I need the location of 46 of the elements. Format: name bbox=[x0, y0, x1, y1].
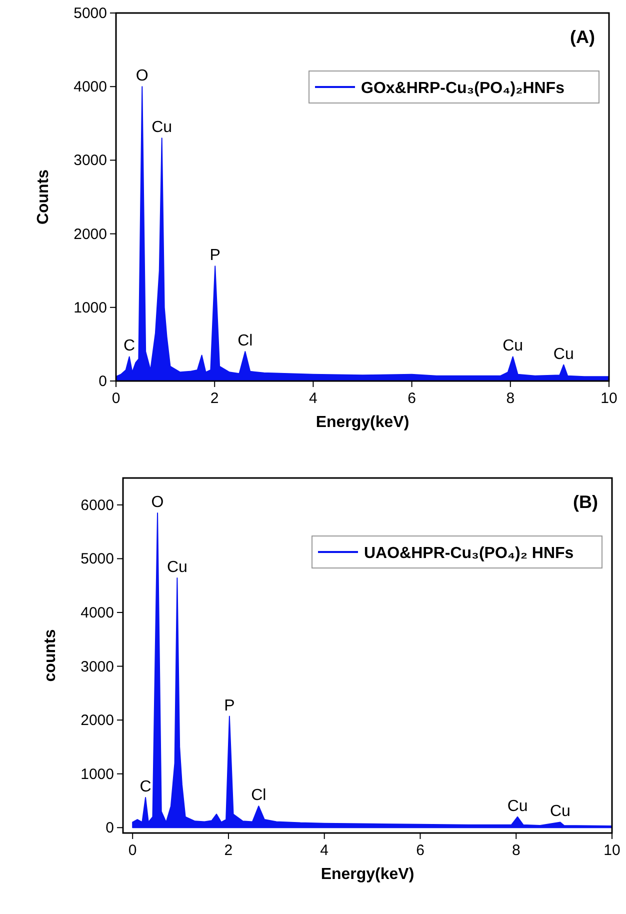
x-tick-label: 10 bbox=[604, 842, 620, 859]
x-tick-label: 10 bbox=[600, 390, 618, 407]
y-tick-label: 4000 bbox=[80, 604, 114, 622]
annotation: O bbox=[151, 494, 164, 511]
x-tick-label: 4 bbox=[309, 390, 318, 407]
y-tick-label: 1000 bbox=[80, 766, 114, 783]
y-tick-label: 3000 bbox=[74, 152, 107, 170]
annotation: P bbox=[224, 697, 235, 714]
x-tick-label: 4 bbox=[320, 842, 329, 859]
annotation: Cu bbox=[507, 798, 528, 815]
y-tick-label: 6000 bbox=[80, 496, 114, 514]
legend-label: GOx&HRP-Cu₃(PO₄)₂HNFs bbox=[361, 80, 565, 97]
annotation: C bbox=[140, 778, 152, 796]
x-tick-label: 6 bbox=[416, 842, 424, 859]
y-tick-label: 4000 bbox=[74, 78, 107, 96]
annotation: Cl bbox=[251, 787, 266, 804]
y-axis-title: counts bbox=[42, 629, 59, 682]
annotation: Cl bbox=[238, 332, 253, 350]
x-tick-label: 6 bbox=[408, 390, 416, 407]
annotation: O bbox=[136, 68, 148, 85]
x-tick-label: 2 bbox=[224, 842, 233, 859]
annotation: C bbox=[124, 338, 136, 355]
y-tick-label: 3000 bbox=[80, 658, 114, 676]
y-tick-label: 5000 bbox=[80, 550, 114, 568]
y-tick-label: 0 bbox=[106, 820, 114, 837]
x-tick-label: 8 bbox=[512, 842, 520, 859]
annotation: Cu bbox=[553, 346, 574, 363]
x-tick-label: 2 bbox=[210, 390, 219, 407]
x-axis-title: Energy(keV) bbox=[316, 414, 410, 431]
annotation: (A) bbox=[570, 27, 595, 47]
y-tick-label: 2000 bbox=[74, 226, 107, 243]
annotation: Cu bbox=[502, 338, 524, 355]
x-tick-label: 8 bbox=[506, 390, 515, 407]
legend-label: UAO&HPR-Cu₃(PO₄)₂ HNFs bbox=[364, 545, 574, 562]
annotation: Cu bbox=[550, 803, 570, 820]
x-axis-title: Energy(keV) bbox=[320, 866, 414, 883]
annotation: P bbox=[210, 247, 220, 264]
x-tick-label: 0 bbox=[128, 842, 137, 859]
annotation: (B) bbox=[573, 492, 598, 512]
annotation: Cu bbox=[152, 119, 172, 136]
y-tick-label: 5000 bbox=[74, 5, 107, 22]
y-tick-label: 0 bbox=[98, 373, 107, 390]
annotation: Cu bbox=[166, 559, 188, 576]
y-axis-title: Counts bbox=[35, 169, 52, 225]
y-tick-label: 2000 bbox=[80, 712, 114, 730]
y-tick-label: 1000 bbox=[74, 299, 107, 316]
